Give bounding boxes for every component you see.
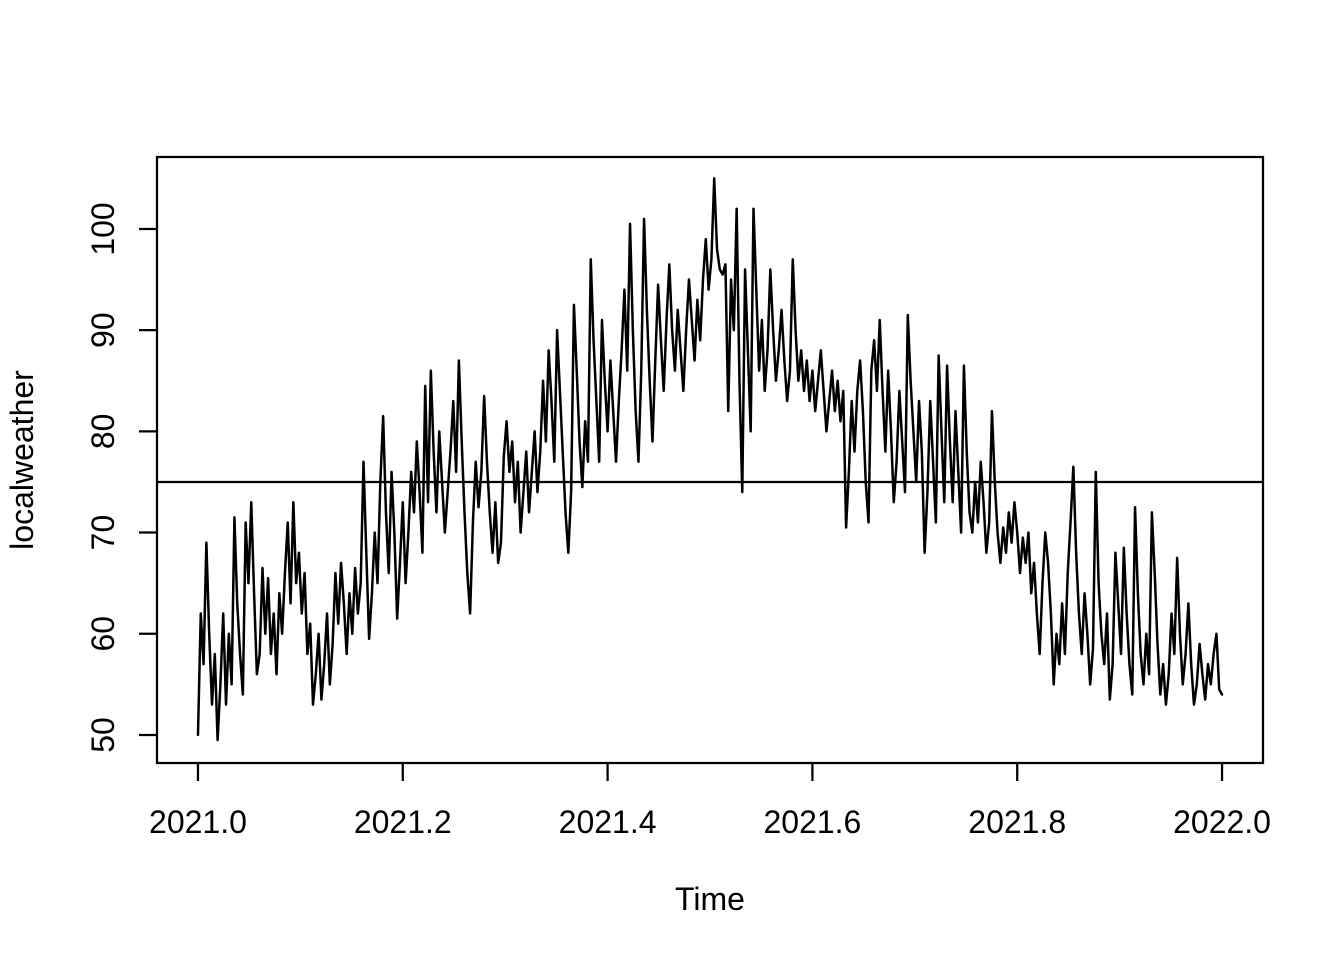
y-axis-title: localweather — [4, 370, 40, 550]
x-tick-label: 2021.4 — [559, 804, 657, 840]
y-tick-label: 50 — [85, 717, 121, 753]
x-tick-label: 2022.0 — [1173, 804, 1271, 840]
plot-border — [155, 155, 1265, 765]
x-axis-title: Time — [675, 881, 745, 917]
y-tick-label: 60 — [85, 616, 121, 652]
y-tick-label: 80 — [85, 414, 121, 450]
x-tick-label: 2021.2 — [354, 804, 452, 840]
x-tick-label: 2021.0 — [149, 804, 247, 840]
y-tick-label: 90 — [85, 312, 121, 348]
x-tick-label: 2021.6 — [763, 804, 861, 840]
time-series-line — [196, 177, 1224, 742]
x-axis: 2021.0 2021.2 2021.4 2021.6 2021.8 2022.0 — [149, 763, 1271, 840]
x-tick-label: 2021.8 — [968, 804, 1066, 840]
y-tick-label: 70 — [85, 515, 121, 551]
y-tick-label: 100 — [85, 202, 121, 255]
y-axis: 50 60 70 80 90 100 — [85, 202, 157, 753]
